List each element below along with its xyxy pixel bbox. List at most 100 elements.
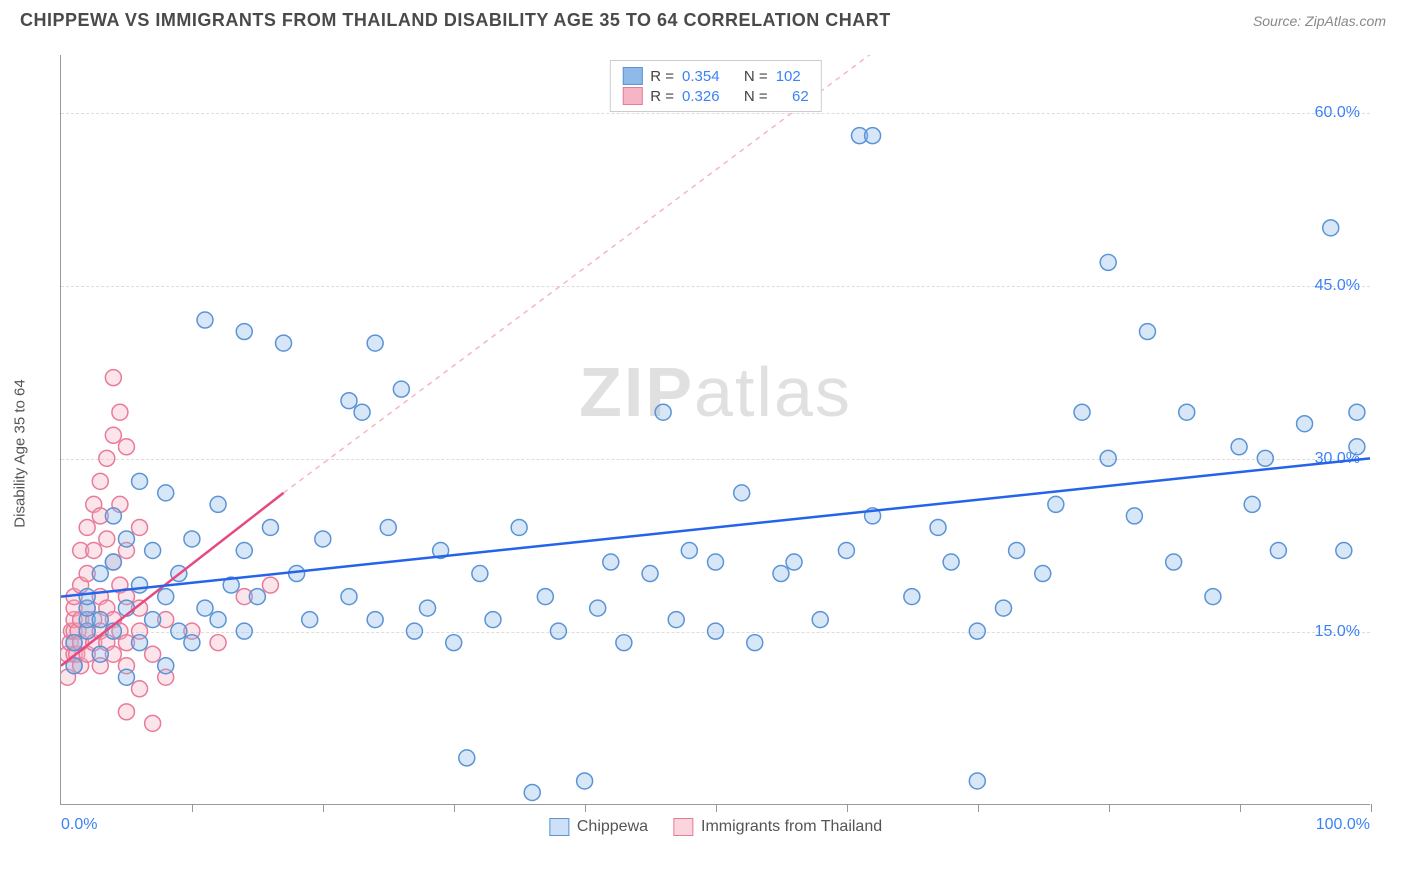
- scatter-point: [838, 543, 854, 559]
- scatter-point: [184, 531, 200, 547]
- scatter-point: [92, 473, 108, 489]
- scatter-point: [642, 566, 658, 582]
- scatter-point: [158, 589, 174, 605]
- scatter-point: [459, 750, 475, 766]
- source-attribution: Source: ZipAtlas.com: [1253, 13, 1386, 29]
- scatter-point: [485, 612, 501, 628]
- scatter-point: [734, 485, 750, 501]
- scatter-point: [367, 335, 383, 351]
- scatter-point: [1270, 543, 1286, 559]
- scatter-point: [92, 612, 108, 628]
- scatter-point: [86, 543, 102, 559]
- scatter-point: [341, 589, 357, 605]
- scatter-point: [171, 623, 187, 639]
- scatter-point: [1100, 254, 1116, 270]
- scatter-point: [210, 635, 226, 651]
- scatter-point: [511, 519, 527, 535]
- scatter-point: [118, 704, 134, 720]
- scatter-point: [1166, 554, 1182, 570]
- scatter-point: [1323, 220, 1339, 236]
- scatter-point: [406, 623, 422, 639]
- scatter-point: [708, 623, 724, 639]
- x-tick: [192, 804, 193, 812]
- scatter-point: [145, 715, 161, 731]
- x-tick: [716, 804, 717, 812]
- scatter-point: [380, 519, 396, 535]
- scatter-point: [112, 404, 128, 420]
- scatter-point: [472, 566, 488, 582]
- scatter-point: [184, 635, 200, 651]
- legend-item-chippewa: Chippewa: [549, 818, 648, 836]
- chart-title: CHIPPEWA VS IMMIGRANTS FROM THAILAND DIS…: [20, 10, 891, 31]
- scatter-point: [393, 381, 409, 397]
- scatter-point: [132, 635, 148, 651]
- scatter-point: [1126, 508, 1142, 524]
- scatter-point: [865, 128, 881, 144]
- scatter-point: [537, 589, 553, 605]
- scatter-point: [969, 773, 985, 789]
- legend-swatch-icon: [673, 818, 693, 836]
- scatter-point: [1179, 404, 1195, 420]
- scatter-point: [1297, 416, 1313, 432]
- x-tick: [323, 804, 324, 812]
- scatter-point: [943, 554, 959, 570]
- scatter-point: [118, 439, 134, 455]
- x-tick: [847, 804, 848, 812]
- scatter-point: [904, 589, 920, 605]
- correlation-legend: R = 0.354 N = 102 R = 0.326 N = 62: [609, 60, 821, 112]
- scatter-point: [616, 635, 632, 651]
- scatter-point: [446, 635, 462, 651]
- y-axis-label: Disability Age 35 to 64: [12, 379, 29, 527]
- legend-swatch-icon: [622, 87, 642, 105]
- scatter-point: [930, 519, 946, 535]
- scatter-point: [1035, 566, 1051, 582]
- trend-line: [284, 55, 978, 493]
- scatter-point: [1139, 324, 1155, 340]
- scatter-point: [99, 531, 115, 547]
- scatter-point: [302, 612, 318, 628]
- scatter-point: [276, 335, 292, 351]
- legend-swatch-icon: [622, 67, 642, 85]
- series-legend: Chippewa Immigrants from Thailand: [549, 818, 882, 836]
- scatter-point: [105, 554, 121, 570]
- scatter-point: [249, 589, 265, 605]
- scatter-point: [236, 324, 252, 340]
- scatter-point: [603, 554, 619, 570]
- scatter-point: [145, 612, 161, 628]
- scatter-point: [99, 450, 115, 466]
- scatter-point: [145, 646, 161, 662]
- scatter-point: [118, 669, 134, 685]
- scatter-point: [1048, 496, 1064, 512]
- scatter-point: [145, 543, 161, 559]
- x-tick: [978, 804, 979, 812]
- scatter-point: [995, 600, 1011, 616]
- scatter-point: [158, 658, 174, 674]
- legend-item-thailand: Immigrants from Thailand: [673, 818, 882, 836]
- scatter-point: [315, 531, 331, 547]
- x-tick: [585, 804, 586, 812]
- scatter-point: [341, 393, 357, 409]
- scatter-point: [1257, 450, 1273, 466]
- scatter-point: [1100, 450, 1116, 466]
- scatter-point: [158, 485, 174, 501]
- scatter-point: [105, 370, 121, 386]
- scatter-point: [812, 612, 828, 628]
- scatter-point: [1349, 404, 1365, 420]
- scatter-point: [681, 543, 697, 559]
- scatter-point: [92, 566, 108, 582]
- scatter-point: [132, 473, 148, 489]
- legend-row-series-2: R = 0.326 N = 62: [622, 87, 808, 105]
- scatter-point: [773, 566, 789, 582]
- scatter-point: [132, 577, 148, 593]
- scatter-point: [747, 635, 763, 651]
- scatter-point: [590, 600, 606, 616]
- scatter-point: [668, 612, 684, 628]
- x-axis-min-label: 0.0%: [61, 816, 97, 834]
- scatter-point: [1074, 404, 1090, 420]
- scatter-point: [79, 519, 95, 535]
- x-tick: [454, 804, 455, 812]
- scatter-point: [197, 312, 213, 328]
- scatter-point: [105, 427, 121, 443]
- scatter-point: [236, 623, 252, 639]
- scatter-point: [132, 681, 148, 697]
